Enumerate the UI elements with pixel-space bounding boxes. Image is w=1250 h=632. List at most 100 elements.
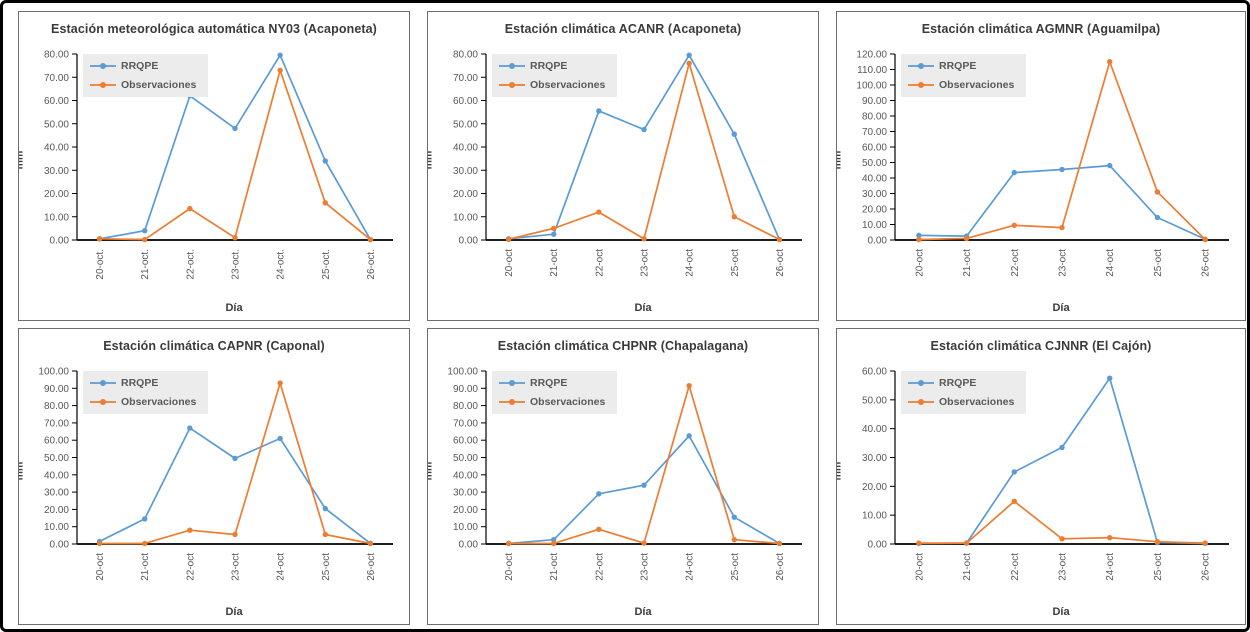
svg-text:25-oct: 25-oct — [1153, 553, 1164, 581]
legend-item-rrqpe: RRQPE — [90, 377, 196, 389]
svg-text:0.00: 0.00 — [868, 236, 888, 247]
svg-text:20.00: 20.00 — [44, 189, 69, 200]
chart-title: Estación climática ACANR (Acaponeta) — [504, 22, 742, 36]
svg-text:23-oct.: 23-oct. — [231, 249, 242, 280]
legend-label: RRQPE — [939, 377, 977, 389]
observaciones-line-marker-icon — [908, 399, 934, 405]
observaciones-line-marker-icon — [499, 399, 525, 405]
svg-text:80.00: 80.00 — [862, 112, 887, 123]
svg-text:70.00: 70.00 — [862, 127, 887, 138]
svg-text:50.00: 50.00 — [44, 453, 69, 464]
chart-title: Estación climática CAPNR (Caponal) — [103, 339, 325, 353]
svg-text:21-oct: 21-oct — [140, 553, 151, 581]
svg-text:70.00: 70.00 — [44, 418, 69, 429]
svg-text:26-oct: 26-oct — [366, 553, 377, 581]
x-axis-title: Día — [634, 606, 652, 618]
svg-text:30.00: 30.00 — [453, 488, 478, 499]
svg-text:25-oct: 25-oct — [730, 249, 741, 277]
plot-area: 0.00 10.00 20.00 30.00 40.00 50.00 60.00 70.00 8… — [447, 367, 802, 581]
svg-text:80.00: 80.00 — [453, 50, 478, 61]
legend-label: RRQPE — [121, 377, 159, 389]
svg-text:80.00: 80.00 — [453, 401, 478, 412]
legend-label: RRQPE — [121, 60, 159, 72]
legend-label: Observaciones — [939, 396, 1015, 408]
legend: RRQPE Observaciones — [492, 54, 618, 97]
svg-text:25-oct: 25-oct — [321, 553, 332, 581]
svg-text:40.00: 40.00 — [453, 470, 478, 481]
legend-item-rrqpe: RRQPE — [499, 60, 605, 72]
svg-text:60.00: 60.00 — [453, 96, 478, 107]
legend-label: Observaciones — [121, 396, 197, 408]
legend-item-observaciones: Observaciones — [908, 79, 1014, 91]
legend-item-rrqpe: RRQPE — [908, 377, 1014, 389]
chart-cjnnr-el-cajon: Estación climática CJNNR (El Cajón) mm R… — [836, 328, 1246, 625]
legend-item-rrqpe: RRQPE — [90, 60, 196, 72]
x-axis-title: Día — [225, 606, 243, 618]
svg-text:40.00: 40.00 — [862, 424, 887, 435]
svg-text:24-oct.: 24-oct. — [276, 249, 287, 280]
svg-text:20.00: 20.00 — [862, 205, 887, 216]
plot-area: 0.00 10.00 20.00 30.00 40.00 50.00 60.00 70.00 8… — [38, 367, 393, 581]
svg-text:20-oct: 20-oct — [504, 249, 515, 277]
observaciones-line-marker-icon — [908, 82, 934, 88]
svg-text:20-oct: 20-oct — [914, 553, 925, 581]
svg-text:22-oct: 22-oct — [185, 553, 196, 581]
svg-text:26-oct: 26-oct — [775, 249, 786, 277]
svg-text:60.00: 60.00 — [44, 436, 69, 447]
svg-text:40.00: 40.00 — [44, 143, 69, 154]
legend-item-observaciones: Observaciones — [90, 79, 196, 91]
svg-text:30.00: 30.00 — [862, 189, 887, 200]
svg-text:23-oct: 23-oct — [1058, 553, 1069, 581]
svg-text:20-oct: 20-oct — [95, 553, 106, 581]
svg-text:50.00: 50.00 — [862, 395, 887, 406]
svg-text:70.00: 70.00 — [44, 73, 69, 84]
plot-area: 0.00 10.00 20.00 30.00 40.00 50.00 60.00 20-oct… — [862, 367, 1229, 581]
svg-text:0.00: 0.00 — [50, 236, 70, 247]
svg-text:22-oct: 22-oct — [1010, 249, 1021, 277]
svg-text:30.00: 30.00 — [44, 488, 69, 499]
svg-text:24-oct: 24-oct — [1105, 249, 1116, 277]
svg-text:90.00: 90.00 — [44, 384, 69, 395]
svg-text:100.00: 100.00 — [856, 81, 887, 92]
svg-text:50.00: 50.00 — [862, 158, 887, 169]
chart-agmnr-aguamilpa: Estación climática AGMNR (Aguamilpa) mm … — [836, 11, 1246, 321]
svg-text:20.00: 20.00 — [453, 189, 478, 200]
svg-text:23-oct: 23-oct — [640, 553, 651, 581]
svg-text:20-oct.: 20-oct. — [95, 249, 106, 280]
svg-text:26-oct.: 26-oct. — [366, 249, 377, 280]
svg-text:23-oct: 23-oct — [231, 553, 242, 581]
svg-text:21-oct: 21-oct — [962, 249, 973, 277]
chart-acanr-acaponeta: Estación climática ACANR (Acaponeta) mm … — [427, 11, 819, 321]
plot-area: 0.00 10.00 20.00 30.00 40.00 50.00 60.00 70.00 8… — [453, 50, 802, 277]
svg-text:22-oct: 22-oct — [1010, 553, 1021, 581]
svg-text:30.00: 30.00 — [453, 166, 478, 177]
svg-text:40.00: 40.00 — [862, 174, 887, 185]
svg-text:50.00: 50.00 — [453, 453, 478, 464]
chart-ny03-acaponeta: Estación meteorológica automática NY03 (… — [18, 11, 410, 321]
svg-text:10.00: 10.00 — [453, 522, 478, 533]
svg-text:20.00: 20.00 — [453, 505, 478, 516]
svg-text:0.00: 0.00 — [50, 540, 70, 551]
chart-title: Estación climática CJNNR (El Cajón) — [930, 339, 1152, 353]
svg-text:50.00: 50.00 — [44, 119, 69, 130]
svg-text:26-oct: 26-oct — [1201, 553, 1212, 581]
svg-text:21-oct: 21-oct — [962, 553, 973, 581]
svg-text:20.00: 20.00 — [44, 505, 69, 516]
svg-text:20-oct: 20-oct — [504, 553, 515, 581]
rrqpe-line-marker-icon — [499, 380, 525, 386]
svg-text:80.00: 80.00 — [44, 401, 69, 412]
svg-text:10.00: 10.00 — [862, 220, 887, 231]
legend-label: RRQPE — [939, 60, 977, 72]
svg-text:26-oct: 26-oct — [775, 553, 786, 581]
svg-text:25-oct: 25-oct — [730, 553, 741, 581]
rrqpe-line-marker-icon — [908, 63, 934, 69]
svg-text:22-oct: 22-oct — [594, 249, 605, 277]
observaciones-line-marker-icon — [499, 82, 525, 88]
svg-text:21-oct.: 21-oct. — [140, 249, 151, 280]
legend-item-observaciones: Observaciones — [499, 396, 605, 408]
legend: RRQPE Observaciones — [901, 371, 1027, 414]
svg-text:100.00: 100.00 — [38, 367, 69, 378]
chart-title: Estación climática CHPNR (Chapalagana) — [497, 339, 749, 353]
svg-text:25-oct: 25-oct — [1153, 249, 1164, 277]
